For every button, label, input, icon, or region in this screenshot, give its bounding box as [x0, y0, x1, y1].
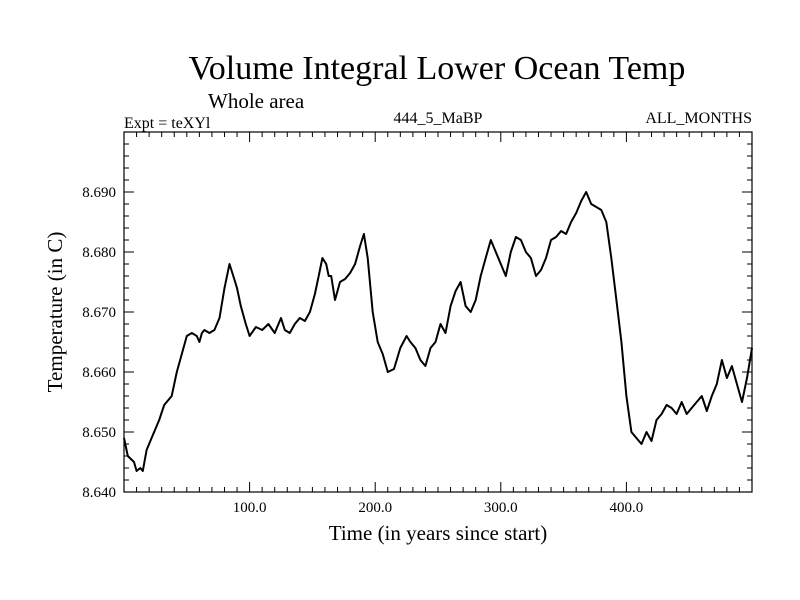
y-axis-label: Temperature (in C) [43, 232, 67, 393]
x-axis-label: Time (in years since start) [329, 521, 548, 545]
months-label: ALL_MONTHS [645, 110, 752, 127]
y-tick-label: 8.680 [82, 245, 116, 261]
x-tick-label: 400.0 [610, 500, 644, 516]
series-line [123, 191, 753, 472]
y-axis: 8.640 8.650 8.660 8.670 8.680 8.690 [82, 143, 752, 501]
x-tick-label: 100.0 [233, 500, 267, 516]
plot-frame [123, 131, 753, 493]
y-tick-label: 8.650 [82, 425, 116, 441]
x-axis: 100.0 200.0 300.0 400.0 [136, 132, 740, 516]
y-tick-label: 8.640 [82, 485, 116, 501]
y-tick-label: 8.690 [82, 185, 116, 201]
x-tick-label: 300.0 [484, 500, 518, 516]
chart-subtitle: Whole area [208, 89, 305, 113]
y-tick-label: 8.660 [82, 365, 116, 381]
experiment-id-label: 444_5_MaBP [394, 110, 483, 127]
chart-title: Volume Integral Lower Ocean Temp [189, 50, 686, 87]
x-tick-label: 200.0 [358, 500, 392, 516]
experiment-label: Expt = teXYl [124, 115, 211, 132]
y-tick-label: 8.670 [82, 305, 116, 321]
